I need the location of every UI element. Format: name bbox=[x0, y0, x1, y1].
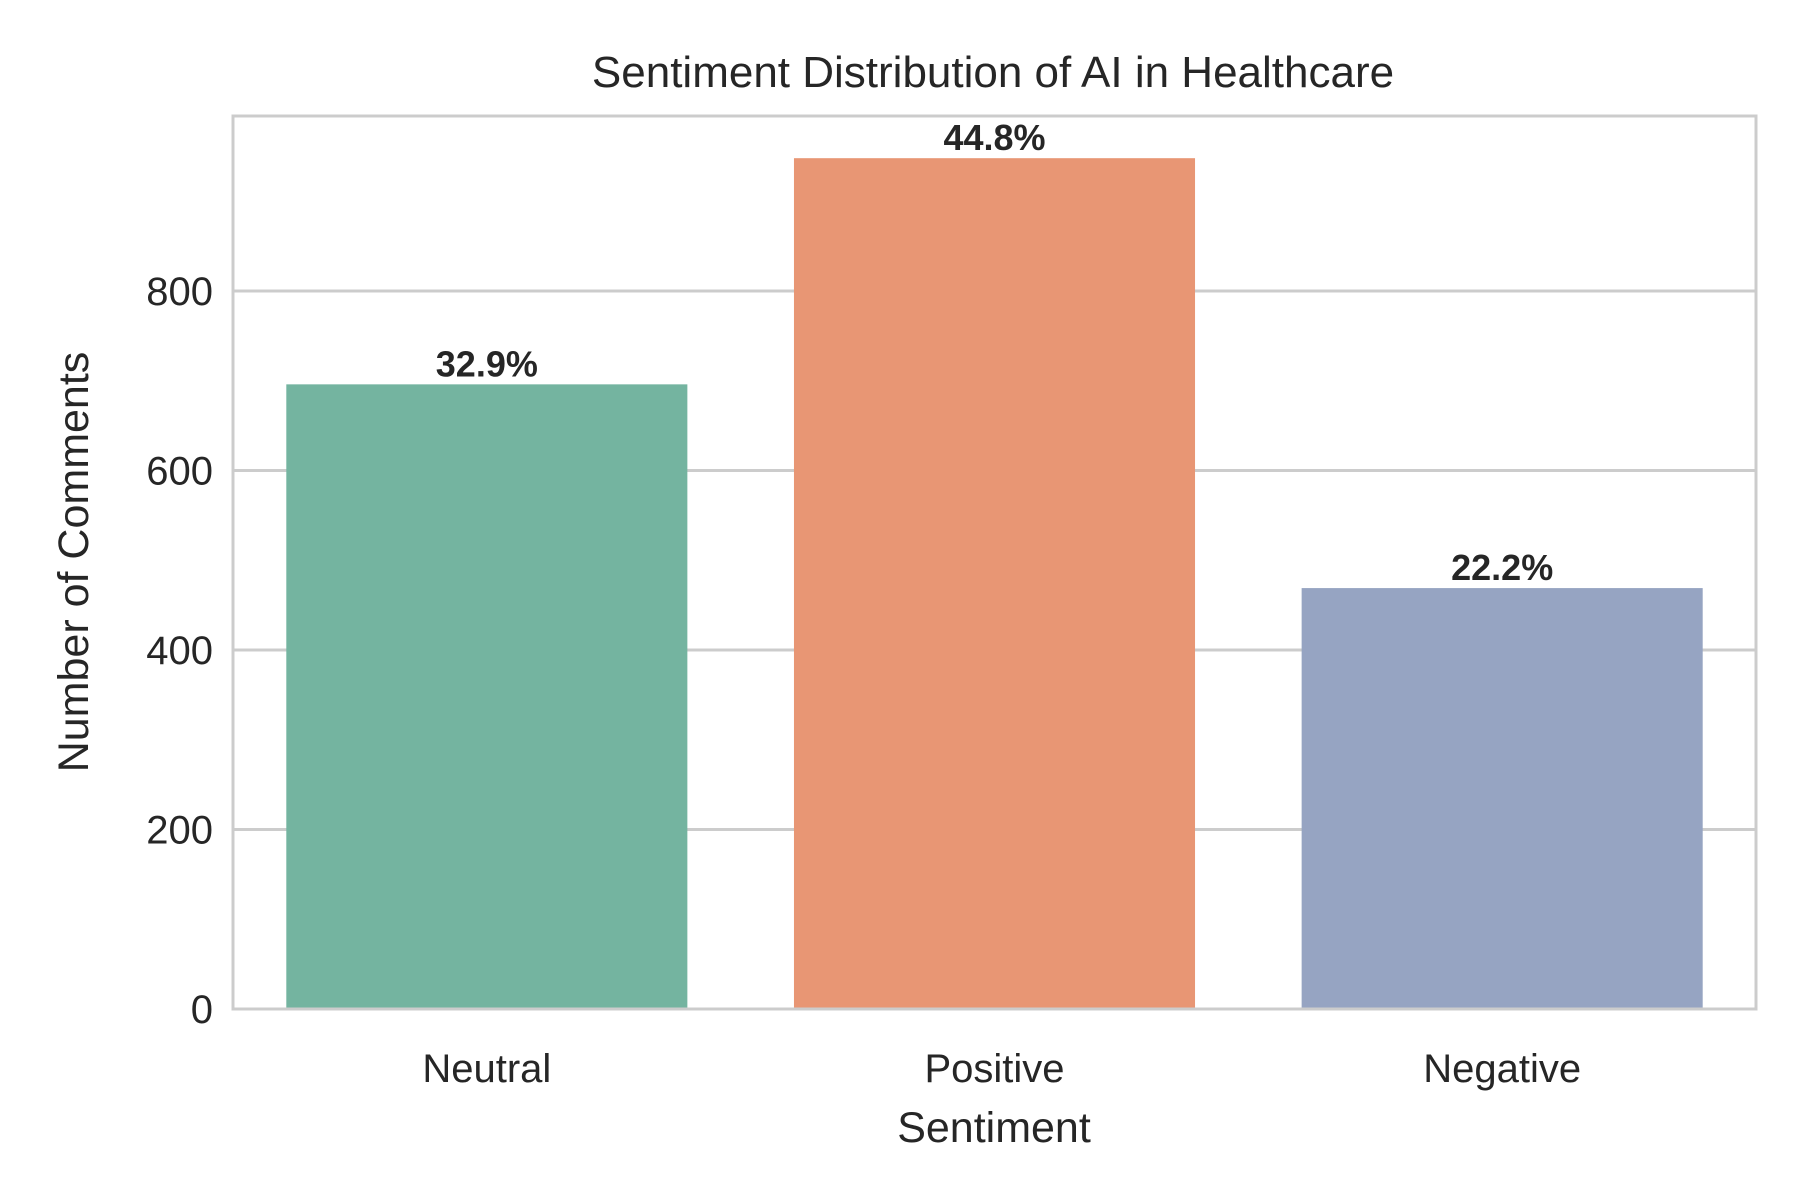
x-tick-labels: Neutral Positive Negative bbox=[422, 1047, 1581, 1091]
y-axis-label: Number of Comments bbox=[50, 352, 98, 773]
x-tick-label: Positive bbox=[924, 1047, 1064, 1091]
chart-title: Sentiment Distribution of AI in Healthca… bbox=[592, 48, 1394, 97]
y-tick-label: 200 bbox=[146, 809, 213, 853]
bar-value-label: 44.8% bbox=[943, 117, 1045, 158]
bar-value-label: 22.2% bbox=[1451, 547, 1553, 588]
bar-positive bbox=[793, 158, 1196, 1010]
y-tick-label: 0 bbox=[191, 988, 213, 1032]
x-tick-label: Negative bbox=[1423, 1047, 1581, 1091]
y-tick-label: 600 bbox=[146, 450, 213, 494]
x-tick-label: Neutral bbox=[422, 1047, 551, 1091]
data-labels: 32.9% 44.8% 22.2% bbox=[436, 117, 1553, 588]
y-tick-label: 400 bbox=[146, 629, 213, 673]
bar-neutral bbox=[286, 384, 688, 1009]
x-axis-label: Sentiment bbox=[897, 1104, 1091, 1152]
bar-negative bbox=[1301, 588, 1703, 1009]
bars bbox=[286, 158, 1703, 1010]
y-tick-labels: 0 200 400 600 800 bbox=[146, 270, 213, 1032]
y-tick-label: 800 bbox=[146, 270, 213, 314]
plot-frame bbox=[231, 114, 1758, 1011]
bar-value-label: 32.9% bbox=[436, 343, 538, 384]
